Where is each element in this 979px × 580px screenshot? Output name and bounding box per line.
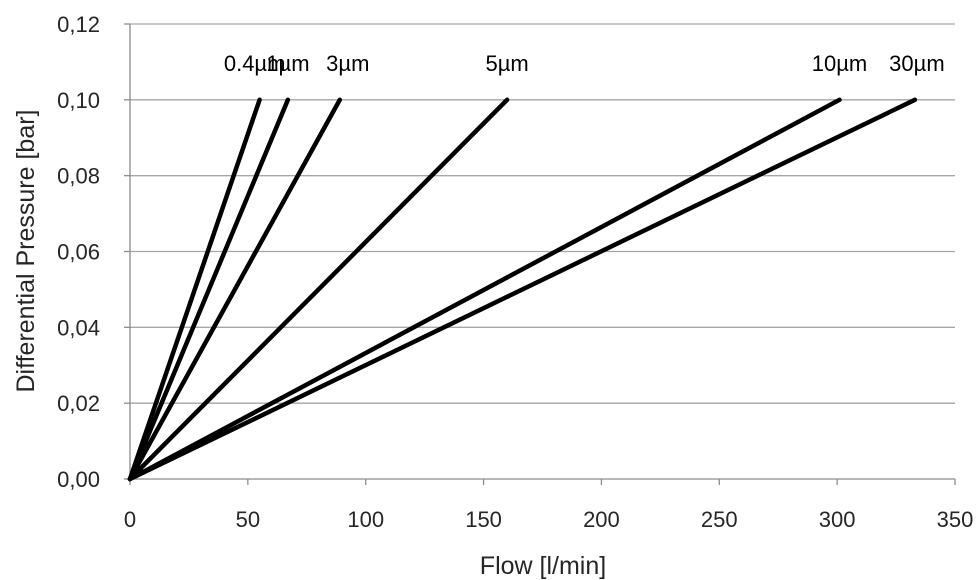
series-label: 3µm — [326, 51, 369, 76]
y-tick-labels: 0,00 0,02 0,04 0,06 0,08 0,10 0,12 — [57, 12, 100, 492]
y-tick-label: 0,10 — [57, 88, 100, 113]
series-line — [127, 97, 510, 482]
y-tick-label: 0,08 — [57, 164, 100, 189]
series-line — [127, 97, 343, 482]
x-tick-label: 250 — [701, 507, 738, 532]
axes — [124, 23, 956, 485]
x-tick-label: 300 — [819, 507, 856, 532]
x-tick-label: 100 — [347, 507, 384, 532]
y-tick-label: 0,06 — [57, 240, 100, 265]
y-tick-label: 0,02 — [57, 391, 100, 416]
y-tick-label: 0,00 — [57, 467, 100, 492]
x-tick-label: 150 — [465, 507, 502, 532]
x-tick-label: 50 — [236, 507, 260, 532]
series-label: 30µm — [889, 51, 944, 76]
x-axis-title: Flow [l/min] — [480, 552, 606, 580]
y-tick-label: 0,12 — [57, 12, 100, 37]
series-label: 10µm — [812, 51, 867, 76]
series-line — [127, 97, 262, 482]
x-tick-label: 200 — [583, 507, 620, 532]
x-tick-label: 0 — [124, 507, 136, 532]
grid — [130, 23, 955, 404]
x-tick-label: 350 — [937, 507, 974, 532]
series — [127, 97, 918, 482]
y-tick-label: 0,04 — [57, 315, 100, 340]
series-label: 0.4µm — [224, 51, 286, 76]
x-tick-labels: 0 50 100 150 200 250 300 350 — [124, 507, 973, 532]
series-label: 5µm — [486, 51, 529, 76]
series-line — [127, 97, 918, 482]
y-axis-title: Differential Pressure [bar] — [12, 110, 40, 393]
series-line — [127, 97, 291, 482]
series-label: 1µm — [266, 51, 309, 76]
series-line — [127, 97, 842, 482]
